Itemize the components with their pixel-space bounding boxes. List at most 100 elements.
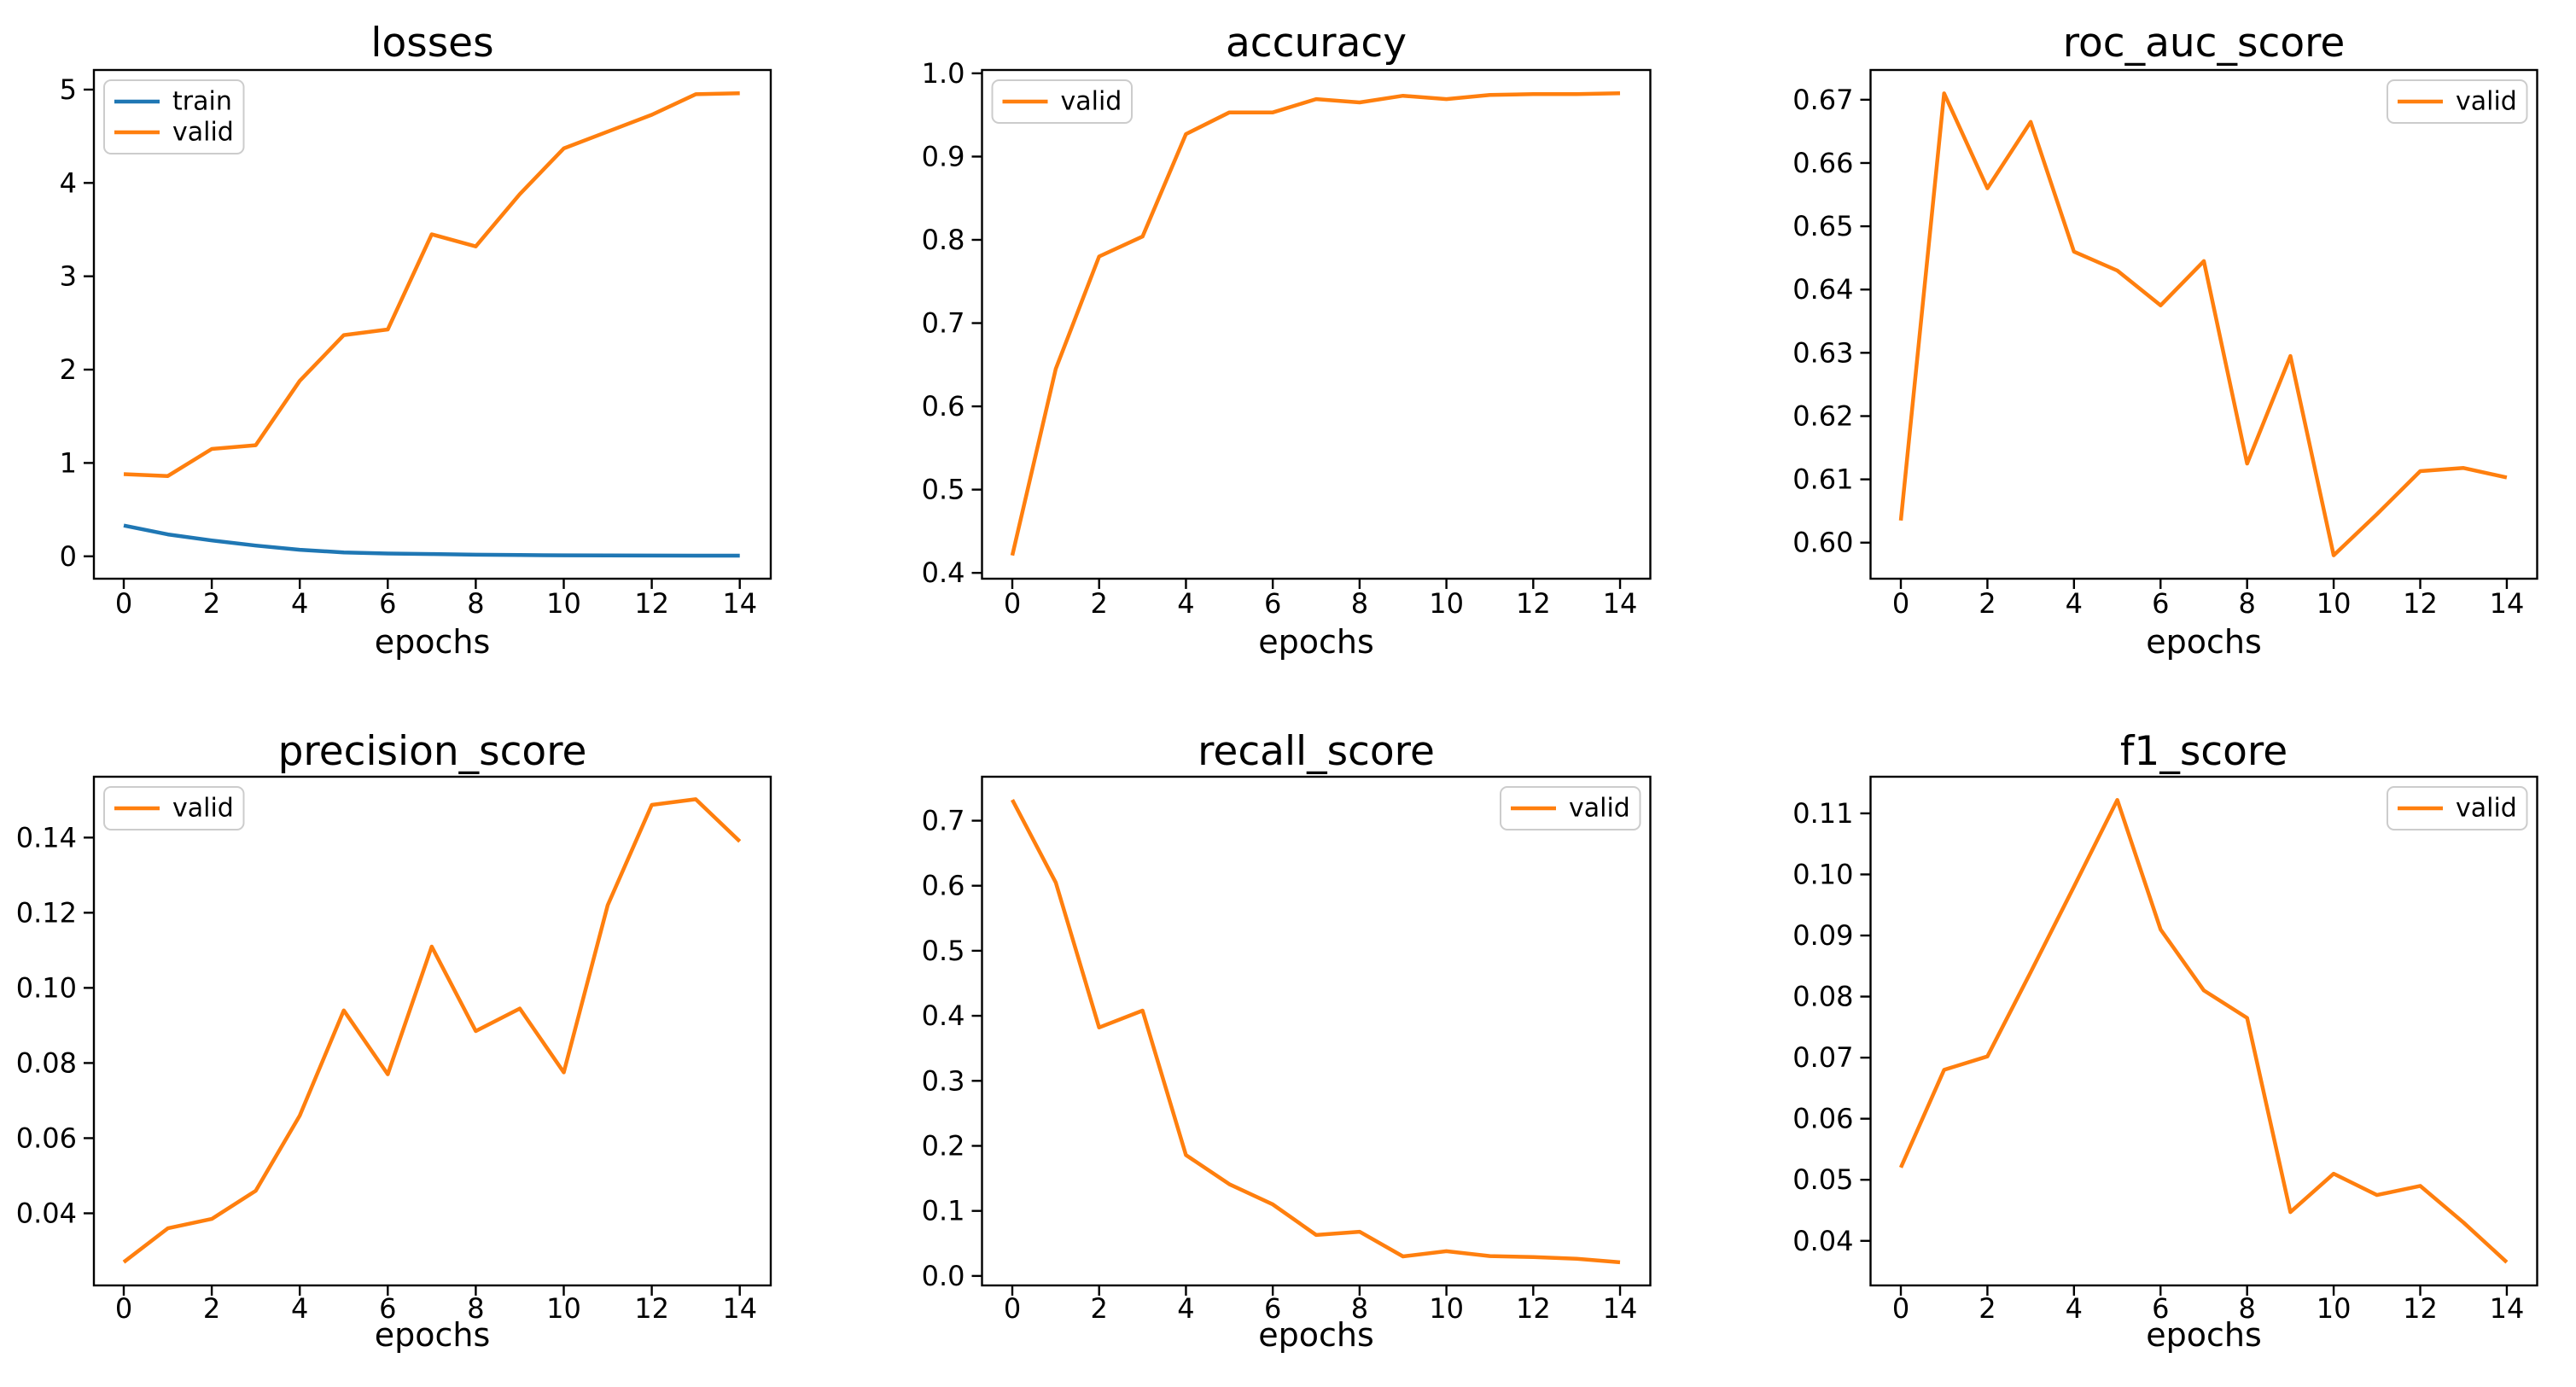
y-tick-label: 0.3 [922, 1064, 965, 1097]
y-tick-label: 0.62 [1792, 399, 1853, 432]
x-tick-label: 4 [2066, 1292, 2083, 1325]
legend: valid [2387, 79, 2528, 124]
y-tick-label: 5 [60, 73, 77, 106]
y-tick-label: 0.04 [1792, 1225, 1853, 1257]
x-tick-label: 12 [2403, 1292, 2438, 1325]
series-line-valid [122, 797, 742, 1264]
subplot-roc_auc_score: 0 2 4 6 8 10 12 14 0.60 0.61 0.62 0.63 0.64 0.65 0.66 0… [1717, 0, 2576, 693]
x-tick-label: 12 [634, 587, 669, 620]
x-tick-label: 0 [1004, 587, 1021, 620]
x-tick-label: 12 [1516, 1292, 1551, 1325]
x-tick-label: 14 [2490, 1292, 2525, 1325]
x-tick-label: 4 [1177, 1292, 1194, 1325]
chart-title: recall_score [1198, 728, 1435, 775]
x-tick-label: 0 [115, 1292, 132, 1325]
series-line-valid [1011, 799, 1621, 1265]
axes-spines [981, 68, 1652, 580]
chart-title: precision_score [278, 728, 587, 775]
legend: valid [991, 79, 1133, 124]
subplot-accuracy: 0 2 4 6 8 10 12 14 0.4 0.5 0.6 0.7 0.8 0.9 1.0 accuracy… [859, 0, 1717, 693]
x-tick-label: 10 [1429, 587, 1464, 620]
x-tick-label: 10 [2317, 1292, 2352, 1325]
y-tick-label: 0.12 [16, 896, 77, 929]
x-tick-label: 0 [1004, 1292, 1021, 1325]
y-tick-label: 0.9 [922, 140, 965, 172]
series-line-valid [123, 91, 740, 478]
legend-label: valid [2456, 87, 2517, 117]
y-tick-label: 0.06 [16, 1122, 77, 1154]
x-tick-label: 2 [1979, 1292, 1996, 1325]
y-tick-label: 0.10 [16, 971, 77, 1004]
chart-title: roc_auc_score [2063, 20, 2346, 67]
y-tick-label: 0.6 [922, 870, 965, 902]
x-tick-label: 8 [467, 587, 484, 620]
x-tick-label: 10 [1429, 1292, 1464, 1325]
legend-box [1500, 786, 1641, 830]
y-tick-label: 0.2 [922, 1129, 965, 1162]
x-tick-label: 0 [1892, 587, 1909, 620]
legend-label: valid [172, 794, 234, 824]
series-line-valid [1898, 797, 2509, 1264]
x-tick-label: 0 [1892, 1292, 1909, 1325]
x-tick-label: 8 [1351, 587, 1368, 620]
y-tick-label: 0.04 [16, 1197, 77, 1229]
y-tick-label: 0.4 [922, 557, 965, 589]
y-tick-label: 0.0 [922, 1260, 965, 1292]
plot-area [1870, 777, 2538, 1285]
x-tick-label: 10 [2317, 587, 2352, 620]
y-tick-label: 0.66 [1792, 147, 1853, 179]
y-tick-label: 0.7 [922, 307, 965, 340]
x-tick-label: 2 [1091, 1292, 1108, 1325]
legend-label: valid [1061, 87, 1122, 117]
y-tick-label: 0.05 [1792, 1163, 1853, 1196]
y-tick-label: 1 [60, 446, 77, 479]
axes-spines [92, 68, 772, 580]
y-tick-label: 0.61 [1792, 463, 1853, 496]
y-tick-label: 0.09 [1792, 919, 1853, 952]
axes-spines [1869, 68, 2538, 580]
x-tick-label: 14 [2490, 587, 2525, 620]
x-axis-label: epochs [2146, 1316, 2262, 1354]
axes-spines [981, 775, 1652, 1287]
y-tick-label: 2 [60, 353, 77, 386]
x-tick-label: 10 [546, 1292, 581, 1325]
y-tick-label: 0.8 [922, 224, 965, 256]
axes-spines [1869, 775, 2538, 1287]
legend: valid [103, 786, 245, 830]
y-tick-label: 0.60 [1792, 527, 1853, 559]
x-tick-label: 2 [203, 1292, 220, 1325]
x-tick-label: 8 [2239, 587, 2256, 620]
legend: valid [2387, 786, 2528, 830]
chart-roc_auc_score: 0 2 4 6 8 10 12 14 0.60 0.61 0.62 0.63 0.64 0.65 0.66 0… [1792, 20, 2538, 661]
x-tick-label: 14 [1603, 587, 1638, 620]
chart-f1_score: 0 2 4 6 8 10 12 14 0.04 0.05 0.06 0.07 0.08 0.09 0.10 0… [1792, 728, 2538, 1354]
y-tick-label: 0 [60, 540, 77, 573]
x-tick-label: 6 [1264, 1292, 1281, 1325]
x-tick-label: 12 [634, 1292, 669, 1325]
series-line-train [123, 523, 740, 558]
legend-box [2387, 79, 2528, 124]
axes-spines [92, 775, 772, 1287]
y-tick-label: 0.1 [922, 1195, 965, 1227]
x-tick-label: 4 [291, 1292, 308, 1325]
y-tick-label: 0.67 [1792, 84, 1853, 116]
subplot-precision_score: 0 2 4 6 8 10 12 14 0.04 0.06 0.08 0.10 0.12 0.14 preci… [0, 693, 859, 1387]
legend-box [103, 786, 245, 830]
y-tick-label: 3 [60, 260, 77, 293]
series-line-valid [1898, 91, 2508, 557]
y-tick-label: 0.08 [16, 1046, 77, 1079]
y-tick-label: 0.06 [1792, 1103, 1853, 1135]
y-tick-label: 0.14 [16, 821, 77, 854]
y-tick-label: 0.4 [922, 999, 965, 1032]
legend-box [103, 79, 245, 154]
plot-area [94, 777, 771, 1285]
y-tick-label: 0.6 [922, 390, 965, 423]
x-tick-label: 6 [2152, 587, 2169, 620]
x-tick-label: 14 [722, 1292, 757, 1325]
x-axis-label: epochs [375, 623, 491, 661]
chart-accuracy: 0 2 4 6 8 10 12 14 0.4 0.5 0.6 0.7 0.8 0.9 1.0 accuracy… [922, 20, 1652, 661]
y-tick-label: 0.63 [1792, 336, 1853, 369]
legend-box [2387, 786, 2528, 830]
y-tick-label: 1.0 [922, 57, 965, 90]
